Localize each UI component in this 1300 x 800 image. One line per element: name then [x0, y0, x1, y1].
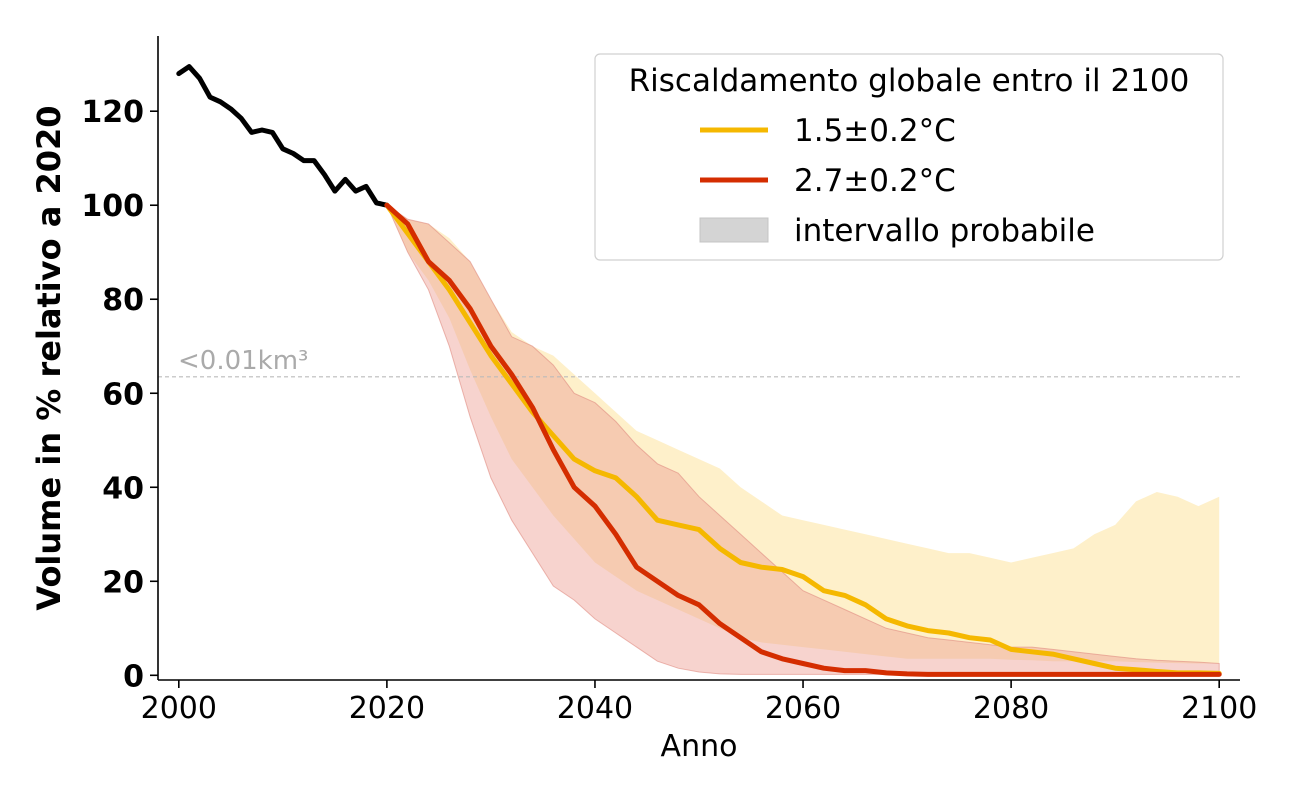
series-lines: [176, 64, 1222, 677]
line-1-5: [384, 202, 1222, 676]
legend-swatch-range: [699, 217, 769, 243]
legend: Riscaldamento globale entro il 2100 1.5±…: [594, 53, 1224, 261]
x-tick-label: 2080: [973, 691, 1049, 726]
line-historical: [176, 64, 390, 208]
likely-range-bands: [385, 203, 1220, 675]
band-2-7: [385, 203, 1220, 675]
x-axis-label: Anno: [661, 729, 738, 764]
x-tick-label: 2060: [765, 691, 841, 726]
legend-box: [594, 53, 1224, 261]
legend-label-range: intervallo probabile: [794, 213, 1095, 249]
x-tick-label: 2000: [141, 691, 217, 726]
threshold-label: <0.01km³: [178, 346, 308, 376]
y-tick-label: 100: [81, 189, 144, 224]
y-axis-label: Volume in % relativo a 2020: [30, 105, 68, 610]
legend-title: Riscaldamento globale entro il 2100: [629, 63, 1190, 99]
band-1-5: [386, 205, 1220, 664]
y-tick-label: 20: [102, 565, 144, 600]
x-tick-label: 2020: [349, 691, 425, 726]
y-tick-label: 40: [102, 471, 144, 506]
x-tick-label: 2040: [557, 691, 633, 726]
y-tick-label: 0: [123, 659, 144, 694]
line-2-7: [384, 202, 1222, 677]
legend-label-1-5: 1.5±0.2°C: [794, 113, 956, 149]
x-axis-ticks: 2000 2020 2040 2060 2080 2100: [141, 680, 1257, 726]
y-tick-label: 120: [81, 95, 144, 130]
y-tick-label: 80: [102, 283, 144, 318]
legend-label-2-7: 2.7±0.2°C: [794, 163, 956, 199]
y-tick-label: 60: [102, 377, 144, 412]
y-axis-ticks: 0 20 40 60 80 100 120: [81, 95, 158, 694]
x-tick-label: 2100: [1181, 691, 1257, 726]
axes: [157, 36, 1240, 681]
